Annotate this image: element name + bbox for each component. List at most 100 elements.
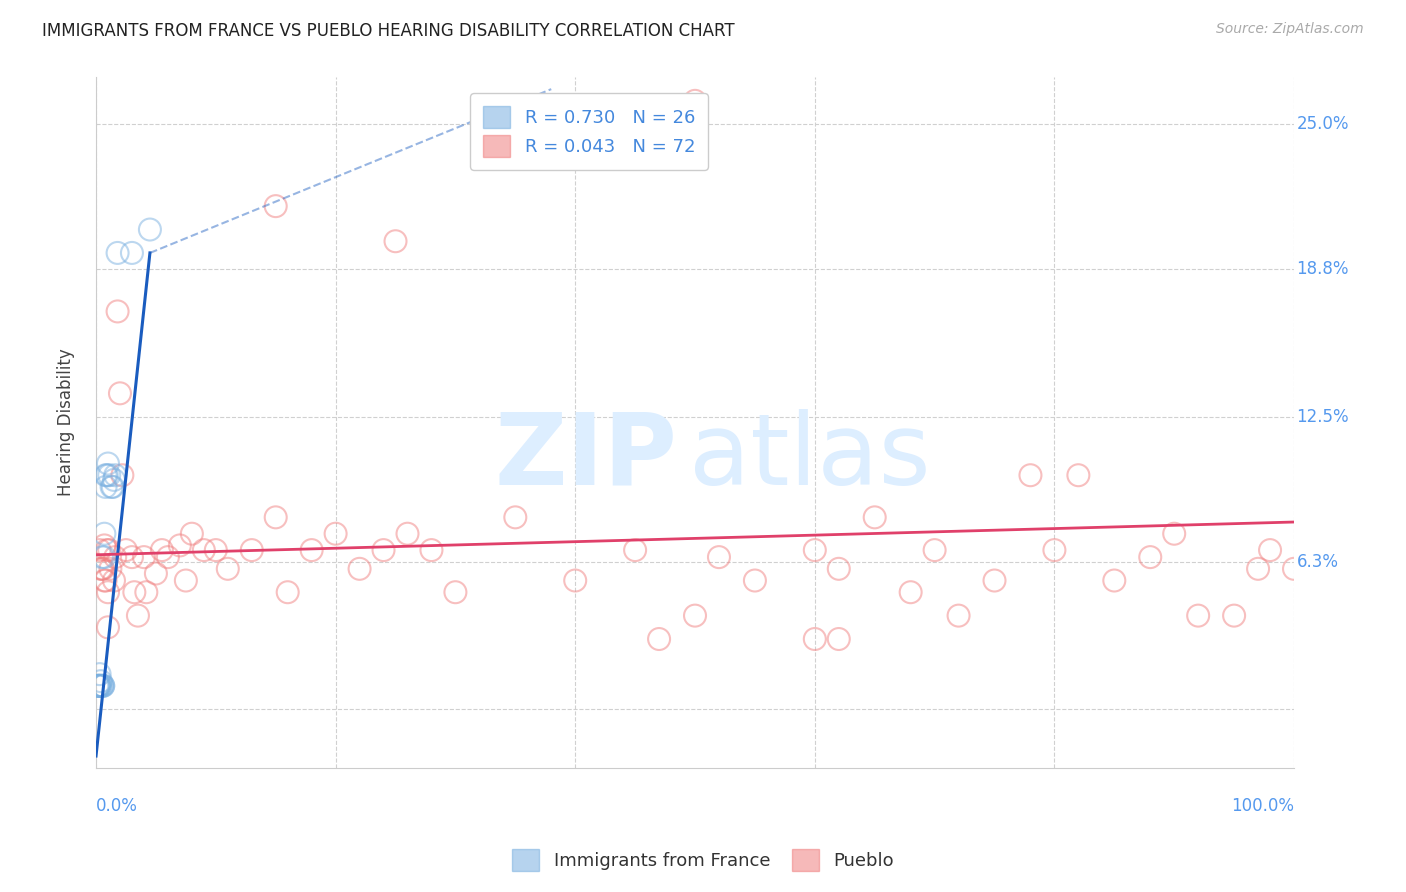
Point [325,526,347,541]
Point [505,510,527,524]
Point [100,480,122,494]
Text: 12.5%: 12.5% [1296,408,1348,425]
Point [217,562,239,576]
Legend: R = 0.730   N = 26, R = 0.043   N = 72: R = 0.730 N = 26, R = 0.043 N = 72 [471,94,707,170]
Point [1282,562,1305,576]
Point [264,510,287,524]
Point [1163,526,1185,541]
Point [93,550,115,565]
Point [98,468,121,483]
Point [264,199,287,213]
Text: 0.0%: 0.0% [96,797,138,814]
Point [104,468,127,483]
Point [96,543,118,558]
Point [983,574,1005,588]
Point [1247,562,1270,576]
Point [204,543,226,558]
Text: 18.8%: 18.8% [1296,260,1348,278]
Point [948,608,970,623]
Point [103,574,125,588]
Point [94,480,117,494]
Point [420,543,443,558]
Text: 100.0%: 100.0% [1232,797,1294,814]
Point [1067,468,1090,483]
Point [108,386,131,401]
Point [93,526,115,541]
Point [121,246,143,260]
Point [89,543,111,558]
Point [373,543,395,558]
Point [91,562,114,576]
Point [103,473,125,487]
Point [93,538,115,552]
Point [89,667,111,681]
Point [1019,468,1042,483]
Point [145,566,167,581]
Point [396,526,419,541]
Point [87,679,110,693]
Point [107,304,129,318]
Point [648,632,671,646]
Point [174,574,197,588]
Text: ZIP: ZIP [494,409,678,506]
Point [87,679,110,693]
Point [277,585,299,599]
Point [97,457,120,471]
Point [90,562,112,576]
Point [193,543,215,558]
Point [121,550,143,565]
Point [384,234,406,248]
Point [707,550,730,565]
Point [98,543,121,558]
Point [90,679,112,693]
Point [1258,543,1281,558]
Point [240,543,263,558]
Point [169,538,191,552]
Point [111,468,134,483]
Point [135,585,157,599]
Point [93,574,115,588]
Point [91,562,114,576]
Legend: Immigrants from France, Pueblo: Immigrants from France, Pueblo [505,842,901,879]
Point [744,574,766,588]
Point [104,550,127,565]
Point [96,468,118,483]
Point [91,679,114,693]
Text: 25.0%: 25.0% [1296,115,1348,133]
Point [89,679,111,693]
Point [86,679,108,693]
Point [924,543,946,558]
Point [115,543,138,558]
Point [1104,574,1126,588]
Point [828,632,851,646]
Point [804,543,827,558]
Point [100,562,122,576]
Point [156,550,179,565]
Point [139,222,162,236]
Point [900,585,922,599]
Point [91,679,114,693]
Point [804,632,827,646]
Point [91,550,114,565]
Point [91,679,114,693]
Point [863,510,886,524]
Point [132,550,155,565]
Point [107,246,129,260]
Point [150,543,173,558]
Point [683,94,706,108]
Text: IMMIGRANTS FROM FRANCE VS PUEBLO HEARING DISABILITY CORRELATION CHART: IMMIGRANTS FROM FRANCE VS PUEBLO HEARING… [42,22,735,40]
Point [180,526,202,541]
Point [624,543,647,558]
Y-axis label: Hearing Disability: Hearing Disability [58,349,75,497]
Text: Source: ZipAtlas.com: Source: ZipAtlas.com [1216,22,1364,37]
Point [444,585,467,599]
Point [97,620,120,634]
Point [828,562,851,576]
Point [101,480,124,494]
Point [1139,550,1161,565]
Point [349,562,371,576]
Point [94,574,117,588]
Point [301,543,323,558]
Point [564,574,586,588]
Point [127,608,149,623]
